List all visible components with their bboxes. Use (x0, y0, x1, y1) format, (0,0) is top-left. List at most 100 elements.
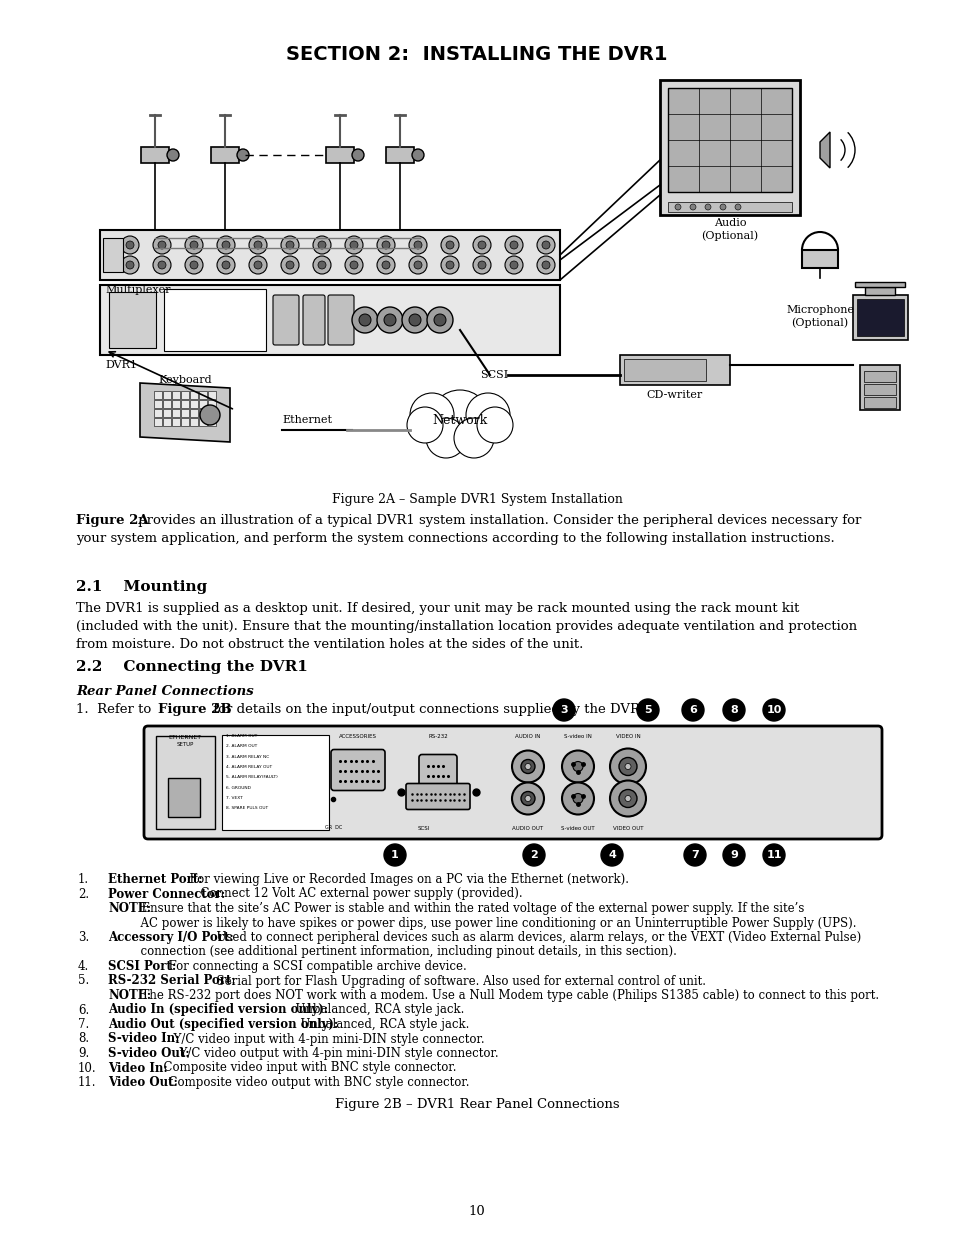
Circle shape (520, 760, 535, 773)
Circle shape (473, 256, 491, 274)
Text: Composite video output with BNC style connector.: Composite video output with BNC style co… (161, 1076, 469, 1089)
Text: 8. SPARE PULS OUT: 8. SPARE PULS OUT (226, 806, 268, 810)
Text: 3: 3 (559, 705, 567, 715)
FancyBboxPatch shape (172, 417, 180, 426)
Circle shape (414, 261, 421, 269)
Circle shape (720, 204, 725, 210)
FancyBboxPatch shape (209, 390, 216, 399)
Text: 6.: 6. (78, 1004, 90, 1016)
Circle shape (358, 314, 371, 326)
Circle shape (158, 261, 166, 269)
Circle shape (681, 699, 703, 721)
Text: 2: 2 (530, 850, 537, 860)
Circle shape (561, 783, 594, 815)
Text: SCSI: SCSI (417, 826, 430, 831)
FancyBboxPatch shape (199, 409, 208, 416)
Text: 10: 10 (468, 1205, 485, 1218)
Circle shape (473, 236, 491, 254)
Circle shape (410, 393, 454, 437)
Text: 5.: 5. (78, 974, 90, 988)
Text: CD-writer: CD-writer (646, 390, 702, 400)
Circle shape (281, 236, 298, 254)
Circle shape (190, 261, 198, 269)
FancyBboxPatch shape (863, 384, 895, 395)
Circle shape (520, 792, 535, 805)
Text: 1.  Refer to: 1. Refer to (76, 703, 155, 716)
FancyBboxPatch shape (863, 370, 895, 382)
FancyBboxPatch shape (154, 390, 162, 399)
Circle shape (609, 748, 645, 784)
Text: Serial port for Flash Upgrading of software. Also used for external control of u: Serial port for Flash Upgrading of softw… (209, 974, 705, 988)
FancyBboxPatch shape (852, 295, 907, 340)
Circle shape (158, 241, 166, 249)
Circle shape (317, 241, 326, 249)
Circle shape (222, 241, 230, 249)
Circle shape (427, 308, 453, 333)
FancyBboxPatch shape (141, 147, 169, 163)
Circle shape (510, 261, 517, 269)
FancyBboxPatch shape (222, 735, 329, 830)
Circle shape (609, 781, 645, 816)
Text: Network: Network (432, 414, 487, 426)
Circle shape (381, 261, 390, 269)
Circle shape (345, 236, 363, 254)
Text: Keyboard: Keyboard (158, 375, 212, 385)
Text: Y/C video input with 4-pin mini-DIN style connector.: Y/C video input with 4-pin mini-DIN styl… (166, 1032, 484, 1046)
Text: The RS-232 port does NOT work with a modem. Use a Null Modem type cable (Philips: The RS-232 port does NOT work with a mod… (134, 989, 879, 1002)
Circle shape (126, 241, 133, 249)
Circle shape (537, 236, 555, 254)
Circle shape (553, 699, 575, 721)
Text: Audio: Audio (713, 219, 745, 228)
Text: Power Connector:: Power Connector: (108, 888, 225, 900)
FancyBboxPatch shape (164, 289, 266, 351)
Circle shape (376, 236, 395, 254)
Circle shape (689, 204, 696, 210)
Circle shape (345, 256, 363, 274)
Circle shape (286, 261, 294, 269)
Circle shape (190, 241, 198, 249)
Text: 8.: 8. (78, 1032, 89, 1046)
FancyBboxPatch shape (209, 399, 216, 408)
Circle shape (407, 408, 442, 443)
FancyBboxPatch shape (191, 390, 198, 399)
FancyBboxPatch shape (406, 783, 470, 809)
Text: 1. ALARM OUT: 1. ALARM OUT (226, 734, 257, 739)
Circle shape (121, 256, 139, 274)
Text: Figure 2A – Sample DVR1 System Installation: Figure 2A – Sample DVR1 System Installat… (332, 493, 621, 506)
Circle shape (317, 261, 326, 269)
FancyBboxPatch shape (199, 399, 208, 408)
Text: Unbalanced, RCA style jack.: Unbalanced, RCA style jack. (294, 1018, 470, 1031)
Text: 4.: 4. (78, 960, 90, 973)
Text: 8: 8 (729, 705, 737, 715)
Text: RS-232 Serial Port:: RS-232 Serial Port: (108, 974, 235, 988)
FancyBboxPatch shape (864, 287, 894, 295)
Circle shape (286, 241, 294, 249)
Text: S-video In:: S-video In: (108, 1032, 179, 1046)
Circle shape (152, 236, 171, 254)
Circle shape (637, 699, 659, 721)
Circle shape (537, 256, 555, 274)
Circle shape (762, 699, 784, 721)
FancyBboxPatch shape (667, 203, 791, 212)
Circle shape (121, 236, 139, 254)
Circle shape (541, 261, 550, 269)
Text: (included with the unit). Ensure that the mounting/installation location provide: (included with the unit). Ensure that th… (76, 620, 856, 634)
Circle shape (512, 783, 543, 815)
Text: Audio Out (specified version only):: Audio Out (specified version only): (108, 1018, 338, 1031)
Circle shape (722, 699, 744, 721)
FancyBboxPatch shape (331, 750, 385, 790)
Text: RS-232: RS-232 (428, 734, 447, 739)
FancyBboxPatch shape (144, 726, 882, 839)
Text: 2.: 2. (78, 888, 89, 900)
Text: 2.1    Mounting: 2.1 Mounting (76, 580, 207, 594)
FancyBboxPatch shape (199, 390, 208, 399)
Circle shape (541, 241, 550, 249)
FancyBboxPatch shape (303, 295, 325, 345)
Circle shape (522, 844, 544, 866)
Text: Multiplexer: Multiplexer (105, 285, 171, 295)
Text: 1: 1 (391, 850, 398, 860)
Circle shape (618, 789, 637, 808)
Circle shape (440, 236, 458, 254)
Text: (Optional): (Optional) (791, 317, 847, 327)
Text: Figure 2B: Figure 2B (158, 703, 232, 716)
